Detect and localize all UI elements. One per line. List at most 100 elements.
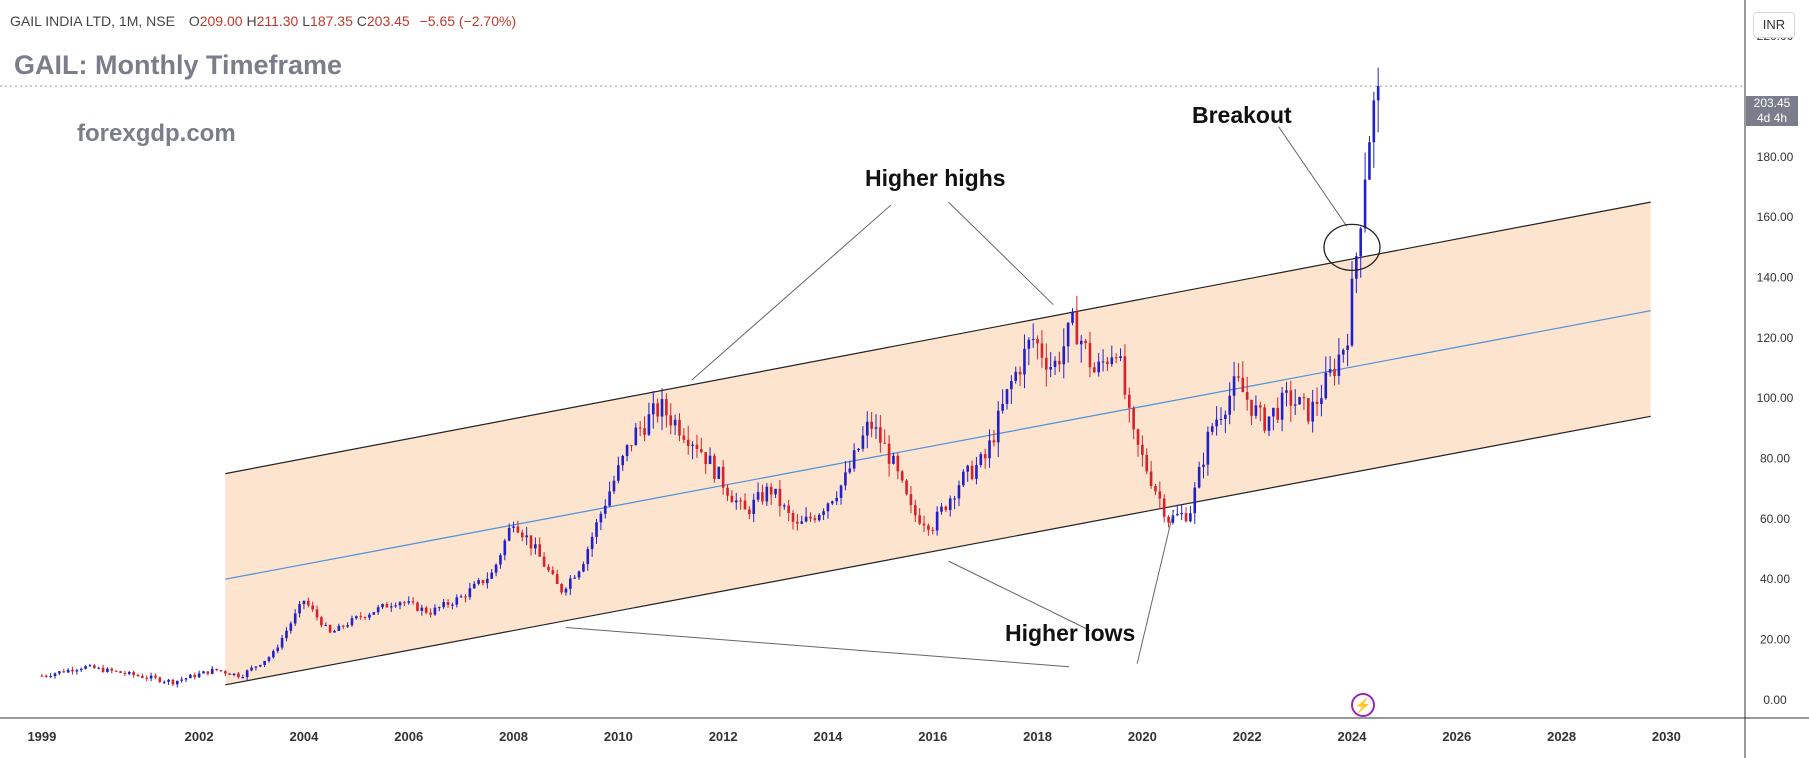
x-tick-label: 2030 [1652, 729, 1681, 744]
x-tick-label: 2010 [604, 729, 633, 744]
candle-body [372, 612, 376, 615]
high-value: 211.30 [256, 13, 299, 29]
candle-body [333, 630, 336, 633]
annotation-lines [565, 126, 1348, 668]
candle-body [817, 514, 821, 521]
low-label: L [302, 13, 311, 29]
candle-body [1272, 407, 1275, 417]
candle-body [634, 427, 638, 446]
candle-body [874, 427, 878, 429]
price-channel-band [225, 202, 1651, 685]
candle-body [1180, 513, 1183, 515]
candle-body [695, 444, 699, 450]
open-label: O [188, 13, 200, 29]
x-tick-label: 2012 [709, 729, 738, 744]
candle-body [88, 665, 92, 667]
candle-body [1106, 361, 1109, 365]
candle-body [1158, 491, 1162, 499]
candle-body [1263, 407, 1266, 431]
candle-body [381, 604, 384, 608]
candle-body [180, 679, 183, 681]
candle-body [1014, 371, 1018, 381]
candle-body [918, 515, 921, 524]
candle-body [1341, 349, 1345, 355]
candle-body [110, 668, 114, 671]
channel-upper-line [225, 201, 1651, 475]
candle-body [787, 505, 790, 514]
candle-body [761, 492, 764, 502]
candle-body [1119, 356, 1122, 359]
candle-body [1062, 346, 1066, 365]
candle-body [1320, 398, 1323, 404]
candle-body [542, 556, 546, 567]
candle-body [145, 677, 149, 679]
candle-body [1245, 392, 1249, 400]
candle-body [1110, 357, 1114, 365]
candle-body [743, 500, 747, 510]
candle-body [612, 480, 616, 492]
candle-body [337, 625, 341, 631]
y-tick-label: 0.00 [1763, 693, 1787, 707]
close-value: 203.45 [366, 13, 410, 29]
candle-body [1027, 339, 1031, 349]
candle-body [193, 674, 197, 678]
candle-body [385, 604, 389, 608]
candles-group [40, 67, 1380, 688]
candle-body [53, 673, 57, 677]
candle-body [175, 680, 179, 685]
tradingview-logo-icon[interactable]: ⚡ [1351, 693, 1375, 717]
candle-body [1202, 464, 1205, 467]
higher-lows-label: Higher lows [1005, 620, 1136, 646]
candle-body [44, 675, 48, 677]
candle-body [905, 480, 908, 495]
candle-body [215, 668, 218, 671]
candle-body [1084, 340, 1087, 344]
currency-button[interactable]: INR [1753, 12, 1795, 38]
candle-body [988, 440, 991, 459]
candle-body [49, 676, 52, 678]
candle-body [1036, 338, 1039, 344]
candle-body [433, 607, 437, 615]
channel-lower-line [225, 415, 1651, 686]
candle-body [1224, 414, 1227, 420]
candle-body [865, 421, 869, 436]
candle-body [1149, 471, 1153, 487]
candle-body [451, 604, 454, 606]
candle-body [424, 607, 428, 613]
candle-body [852, 450, 856, 469]
candle-body [162, 681, 166, 683]
candle-body [1307, 398, 1310, 422]
candle-body [477, 580, 480, 584]
candle-body [599, 513, 603, 523]
candle-body [1333, 369, 1336, 376]
candle-body [651, 403, 655, 415]
candle-body [669, 415, 673, 426]
candle-body [437, 607, 441, 609]
breakout-label: Breakout [1192, 102, 1292, 128]
candle-body [258, 664, 262, 667]
candle-body [1031, 338, 1035, 340]
candle-body [1023, 348, 1026, 375]
candle-body [1088, 343, 1092, 368]
candle-body [791, 513, 795, 522]
candle-body [996, 410, 1000, 443]
candle-body [1363, 179, 1367, 229]
candle-body [97, 667, 101, 669]
candle-body [507, 527, 511, 541]
candle-body [228, 673, 232, 675]
candle-body [1359, 228, 1363, 257]
candle-body [717, 466, 721, 479]
candle-body [595, 522, 598, 537]
x-tick-label: 2024 [1338, 729, 1368, 744]
higher-lows-pointer-right [1136, 509, 1175, 664]
candle-body [1315, 401, 1319, 404]
candle-body [962, 471, 965, 486]
candle-body [1193, 487, 1197, 514]
candle-body [1071, 311, 1074, 323]
y-tick-label: 180.00 [1757, 150, 1794, 164]
candle-body [154, 675, 157, 678]
candle-body [1010, 380, 1013, 390]
candle-body [1328, 369, 1332, 373]
candle-body [341, 625, 345, 627]
